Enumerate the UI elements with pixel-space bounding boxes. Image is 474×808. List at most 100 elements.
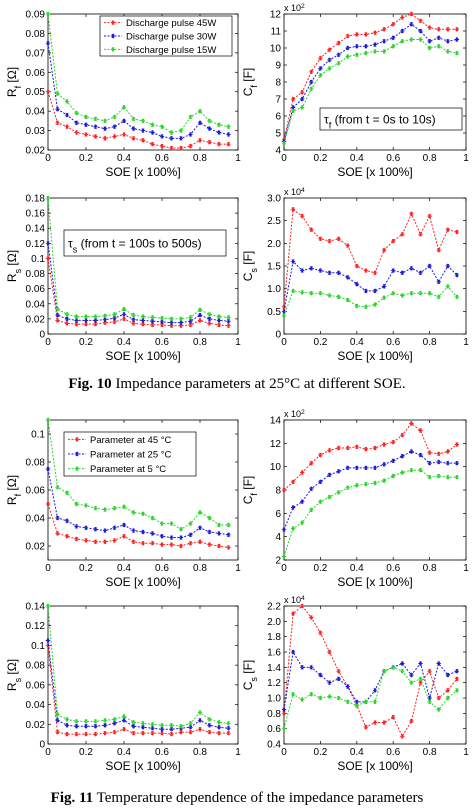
data-point <box>454 229 460 235</box>
data-point <box>83 114 89 120</box>
data-point <box>83 132 89 137</box>
x-tick-label: 0.8 <box>423 153 437 164</box>
data-point <box>372 302 378 307</box>
data-point <box>169 535 174 540</box>
data-point <box>290 288 296 294</box>
data-point <box>188 532 193 537</box>
data-point <box>381 478 387 483</box>
legend-label: Parameter at 5 °C <box>90 464 166 475</box>
data-point <box>454 668 460 674</box>
data-point <box>427 25 432 30</box>
data-point <box>300 290 305 295</box>
annotation-box <box>63 229 227 257</box>
data-point <box>418 428 423 433</box>
data-point <box>55 712 60 717</box>
series-line-0 <box>283 13 457 140</box>
data-point <box>83 314 89 319</box>
data-point <box>363 50 369 56</box>
data-point <box>354 444 359 450</box>
data-point <box>363 465 369 471</box>
y-axis-label: Cs [F] <box>241 251 259 282</box>
data-point <box>121 727 127 732</box>
data-point <box>93 506 98 511</box>
data-point <box>327 494 332 500</box>
data-point <box>290 207 296 212</box>
data-point <box>226 532 231 537</box>
data-point <box>418 270 423 275</box>
data-point <box>327 57 332 63</box>
x-axis-label: SOE [x 100%] <box>105 349 180 363</box>
legend-marker <box>74 466 80 471</box>
x-tick-label: 0.8 <box>193 747 207 758</box>
series-line-0 <box>283 422 458 491</box>
data-point <box>140 541 146 546</box>
data-point <box>436 661 441 666</box>
data-point <box>74 120 79 125</box>
x-tick-label: 1 <box>463 563 469 574</box>
data-point <box>93 314 98 319</box>
data-point <box>336 236 341 241</box>
data-point <box>159 322 165 328</box>
data-point <box>372 465 378 471</box>
chart-fig11-rf: 0 0.2 0.4 0.6 0.8 1 0.02 0.04 0.06 0.08 0.1 SOE [x … <box>5 417 241 589</box>
data-point <box>336 490 341 495</box>
data-point <box>418 452 423 458</box>
series-line-0 <box>47 91 229 149</box>
data-point <box>102 718 108 723</box>
data-point <box>55 718 60 723</box>
data-point <box>226 721 231 726</box>
data-point <box>55 107 60 112</box>
y-tick-label: 12 <box>270 439 282 450</box>
data-point <box>140 511 146 516</box>
data-point <box>418 232 423 237</box>
data-point <box>336 676 341 682</box>
data-point <box>281 141 287 146</box>
data-point <box>64 731 70 737</box>
data-point <box>354 44 359 49</box>
data-point <box>436 473 441 479</box>
data-point <box>112 717 117 722</box>
data-point <box>64 312 70 317</box>
data-point <box>74 536 79 542</box>
data-point <box>207 515 212 521</box>
data-point <box>121 312 127 317</box>
y-tick-label: 8 <box>275 486 281 497</box>
data-point <box>381 720 387 725</box>
data-point <box>409 680 414 685</box>
data-point <box>74 130 79 135</box>
data-point <box>93 719 98 724</box>
data-point <box>121 118 127 124</box>
legend-label: Parameter at 25 °C <box>90 450 172 461</box>
data-point <box>318 479 323 485</box>
x-tick-label: 0.8 <box>423 563 437 574</box>
data-point <box>216 130 222 135</box>
data-point <box>55 312 60 318</box>
data-point <box>318 268 323 273</box>
data-point <box>318 73 323 78</box>
data-point <box>445 672 450 678</box>
data-point <box>112 114 117 120</box>
data-point <box>140 730 146 736</box>
data-point <box>55 515 60 521</box>
data-point <box>188 725 193 730</box>
x-axis-label: SOE [x 100%] <box>105 165 180 179</box>
data-point <box>409 291 414 296</box>
y-tick-label: 0.02 <box>26 542 46 553</box>
data-point <box>140 118 146 124</box>
data-point <box>363 481 369 487</box>
data-point <box>418 28 423 34</box>
data-point <box>372 270 378 275</box>
y-tick-label: 2.5 <box>267 216 281 227</box>
data-point <box>454 27 460 32</box>
data-point <box>345 33 350 39</box>
data-point <box>290 96 296 102</box>
data-point <box>336 695 341 701</box>
data-point <box>300 90 305 95</box>
data-point <box>93 527 98 532</box>
data-point <box>197 120 203 125</box>
data-point <box>300 213 305 219</box>
data-point <box>226 730 231 736</box>
data-point <box>159 534 165 539</box>
y-axis-label: Cf [F] <box>241 476 259 505</box>
data-point <box>354 32 359 37</box>
